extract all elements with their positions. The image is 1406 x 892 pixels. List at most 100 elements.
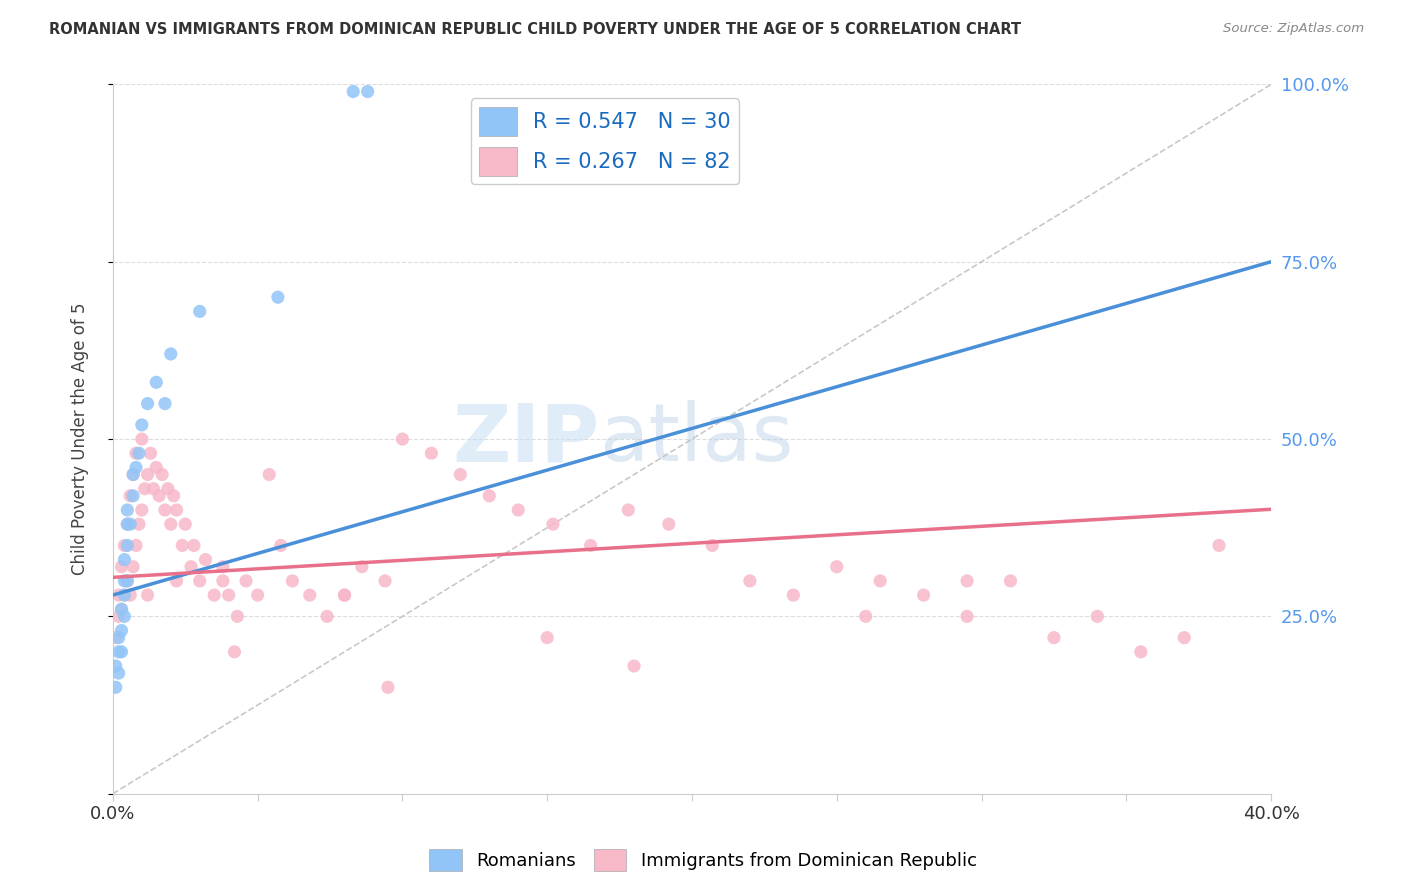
Point: [104, 659, 127, 673]
Point: [172, 538, 194, 552]
Point: [128, 446, 150, 460]
Point: [316, 609, 339, 624]
Point: [125, 538, 148, 552]
Point: [218, 588, 240, 602]
Point: [110, 602, 132, 616]
Text: Source: ZipAtlas.com: Source: ZipAtlas.com: [1223, 22, 1364, 36]
Point: [869, 574, 891, 588]
Point: [956, 609, 979, 624]
Point: [449, 467, 471, 482]
Point: [541, 517, 564, 532]
Point: [104, 631, 127, 645]
Legend: Romanians, Immigrants from Dominican Republic: Romanians, Immigrants from Dominican Rep…: [422, 842, 984, 879]
Point: [107, 631, 129, 645]
Legend: R = 0.547   N = 30, R = 0.267   N = 82: R = 0.547 N = 30, R = 0.267 N = 82: [471, 98, 740, 185]
Point: [114, 609, 136, 624]
Point: [136, 588, 159, 602]
Point: [122, 559, 145, 574]
Point: [658, 517, 681, 532]
Point: [145, 376, 167, 390]
Point: [107, 609, 129, 624]
Point: [117, 517, 139, 532]
Point: [226, 609, 249, 624]
Point: [478, 489, 501, 503]
Point: [117, 517, 139, 532]
Point: [153, 503, 176, 517]
Point: [420, 446, 443, 460]
Point: [110, 624, 132, 638]
Point: [110, 645, 132, 659]
Point: [156, 482, 179, 496]
Text: ROMANIAN VS IMMIGRANTS FROM DOMINICAN REPUBLIC CHILD POVERTY UNDER THE AGE OF 5 : ROMANIAN VS IMMIGRANTS FROM DOMINICAN RE…: [49, 22, 1021, 37]
Point: [257, 467, 280, 482]
Point: [270, 538, 292, 552]
Point: [122, 489, 145, 503]
Point: [617, 503, 640, 517]
Point: [114, 588, 136, 602]
Point: [142, 482, 165, 496]
Point: [212, 559, 235, 574]
Point: [120, 588, 142, 602]
Point: [579, 538, 602, 552]
Point: [356, 85, 378, 99]
Point: [180, 559, 202, 574]
Point: [117, 538, 139, 552]
Point: [150, 467, 173, 482]
Point: [623, 659, 645, 673]
Point: [246, 588, 269, 602]
Point: [104, 681, 127, 695]
Point: [350, 559, 373, 574]
Point: [136, 467, 159, 482]
Point: [188, 574, 211, 588]
Point: [131, 417, 153, 432]
Point: [125, 446, 148, 460]
Point: [224, 645, 246, 659]
Point: [117, 574, 139, 588]
Point: [122, 467, 145, 482]
Point: [159, 517, 181, 532]
Point: [166, 503, 188, 517]
Point: [1085, 609, 1108, 624]
Point: [114, 538, 136, 552]
Point: [110, 559, 132, 574]
Point: [110, 602, 132, 616]
Point: [125, 460, 148, 475]
Point: [956, 574, 979, 588]
Point: [235, 574, 257, 588]
Point: [139, 446, 162, 460]
Point: [120, 489, 142, 503]
Point: [134, 482, 156, 496]
Point: [131, 503, 153, 517]
Point: [163, 489, 186, 503]
Text: ZIP: ZIP: [453, 400, 599, 478]
Point: [738, 574, 761, 588]
Point: [1129, 645, 1152, 659]
Point: [107, 588, 129, 602]
Point: [188, 304, 211, 318]
Point: [1000, 574, 1022, 588]
Point: [117, 503, 139, 517]
Point: [374, 574, 396, 588]
Point: [194, 552, 217, 566]
Point: [342, 85, 364, 99]
Point: [136, 396, 159, 410]
Point: [212, 574, 235, 588]
Point: [117, 574, 139, 588]
Point: [377, 681, 399, 695]
Point: [298, 588, 321, 602]
Point: [120, 517, 142, 532]
Point: [391, 432, 413, 446]
Point: [159, 347, 181, 361]
Point: [114, 588, 136, 602]
Point: [114, 552, 136, 566]
Point: [912, 588, 935, 602]
Point: [1208, 538, 1230, 552]
Point: [183, 538, 205, 552]
Point: [1043, 631, 1066, 645]
Point: [114, 574, 136, 588]
Point: [174, 517, 197, 532]
Point: [333, 588, 356, 602]
Point: [107, 666, 129, 681]
Point: [145, 460, 167, 475]
Point: [782, 588, 804, 602]
